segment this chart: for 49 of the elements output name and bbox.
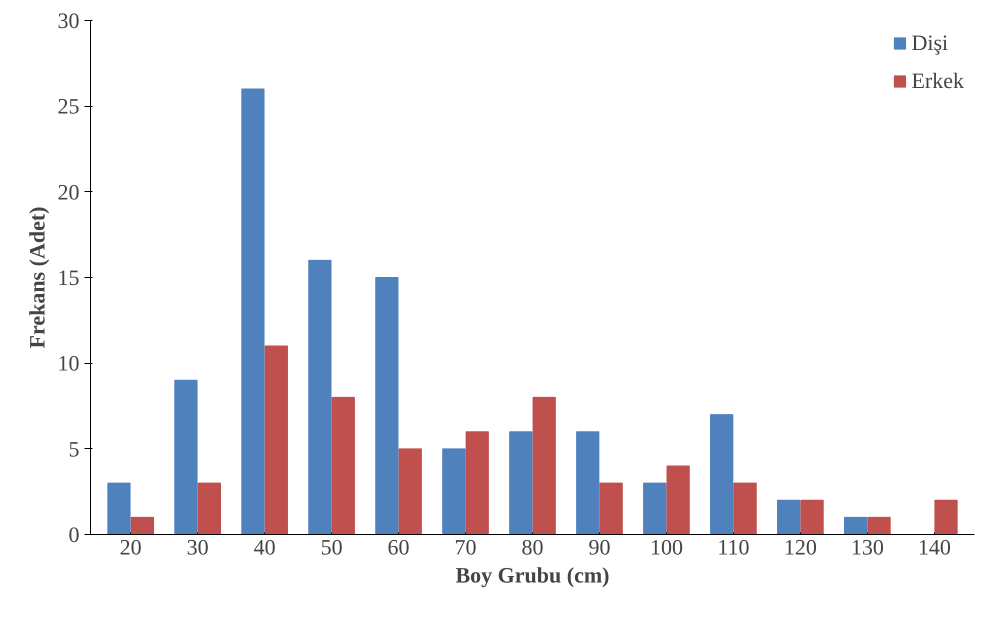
bar bbox=[398, 448, 422, 534]
bar bbox=[844, 516, 868, 534]
x-tick-label: 120 bbox=[784, 534, 817, 560]
bar bbox=[710, 414, 734, 534]
legend-label: Dişi bbox=[911, 30, 948, 56]
bar bbox=[442, 448, 466, 534]
bar bbox=[466, 431, 489, 534]
bar bbox=[532, 396, 556, 534]
y-tick-label: 10 bbox=[58, 350, 80, 376]
bar bbox=[576, 431, 600, 534]
bar bbox=[867, 516, 891, 534]
x-tick-label: 140 bbox=[918, 534, 951, 560]
bar bbox=[375, 277, 398, 534]
bar bbox=[174, 380, 198, 534]
x-tick-label: 130 bbox=[850, 534, 884, 560]
x-tick-label: 90 bbox=[588, 534, 610, 560]
bar bbox=[733, 482, 757, 534]
y-tick-label: 25 bbox=[58, 94, 80, 119]
bar bbox=[332, 396, 355, 534]
legend-label: Erkek bbox=[911, 68, 964, 94]
x-tick-label: 40 bbox=[254, 534, 276, 560]
x-tick-label: 100 bbox=[650, 534, 683, 560]
bar bbox=[264, 346, 288, 534]
bar bbox=[666, 465, 690, 534]
x-tick-label: 50 bbox=[320, 534, 343, 560]
x-tick-label: 20 bbox=[120, 534, 142, 560]
y-tick-label: 15 bbox=[58, 265, 80, 290]
bar bbox=[934, 500, 958, 534]
bar bbox=[107, 482, 131, 534]
bar bbox=[600, 482, 623, 534]
y-tick-label: 30 bbox=[58, 8, 80, 33]
y-tick-label: 5 bbox=[68, 436, 80, 462]
y-tick-label: 0 bbox=[68, 522, 80, 547]
y-axis-title: Frekans (Adet) bbox=[24, 206, 50, 348]
bar bbox=[777, 500, 800, 534]
x-axis-title: Boy Grubu (cm) bbox=[456, 562, 610, 588]
bar bbox=[643, 482, 666, 534]
x-tick-label: 70 bbox=[454, 534, 477, 560]
x-tick-label: 60 bbox=[388, 534, 410, 560]
bar bbox=[130, 516, 154, 534]
bar bbox=[800, 500, 824, 534]
bar bbox=[198, 482, 222, 534]
bar bbox=[241, 88, 265, 534]
x-tick-label: 30 bbox=[186, 534, 209, 560]
bar bbox=[308, 260, 332, 534]
x-tick-label: 80 bbox=[522, 534, 544, 560]
y-tick-label: 20 bbox=[58, 179, 80, 204]
bar bbox=[509, 431, 532, 534]
x-tick-label: 110 bbox=[717, 534, 750, 560]
